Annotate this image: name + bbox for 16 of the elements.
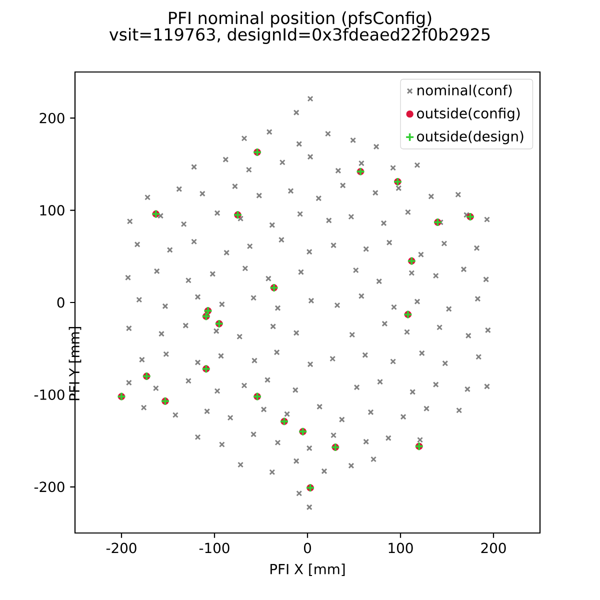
legend-label: outside(design) xyxy=(417,130,524,144)
x-tick-label: -200 xyxy=(106,542,136,554)
legend-label: nominal(conf) xyxy=(418,84,512,98)
chart-subtitle: vsit=119763, designId=0x3fdeaed22f0b2925 xyxy=(109,28,490,44)
x-axis-title: PFI X [mm] xyxy=(270,564,345,576)
legend-label: outside(config) xyxy=(417,108,520,122)
y-tick-label: 200 xyxy=(40,112,64,124)
x-tick-label: -100 xyxy=(199,542,230,554)
y-tick-label: 100 xyxy=(40,205,64,216)
x-tick-label: 0 xyxy=(304,542,312,554)
y-tick-label: 0 xyxy=(57,297,64,308)
y-tick-label: -200 xyxy=(34,482,64,492)
chart-title: PFI nominal position (pfsConfig) xyxy=(169,11,432,28)
x-tick-label: 200 xyxy=(481,542,506,554)
y-tick-label: -100 xyxy=(34,389,64,400)
x-tick-label: 100 xyxy=(388,542,413,554)
